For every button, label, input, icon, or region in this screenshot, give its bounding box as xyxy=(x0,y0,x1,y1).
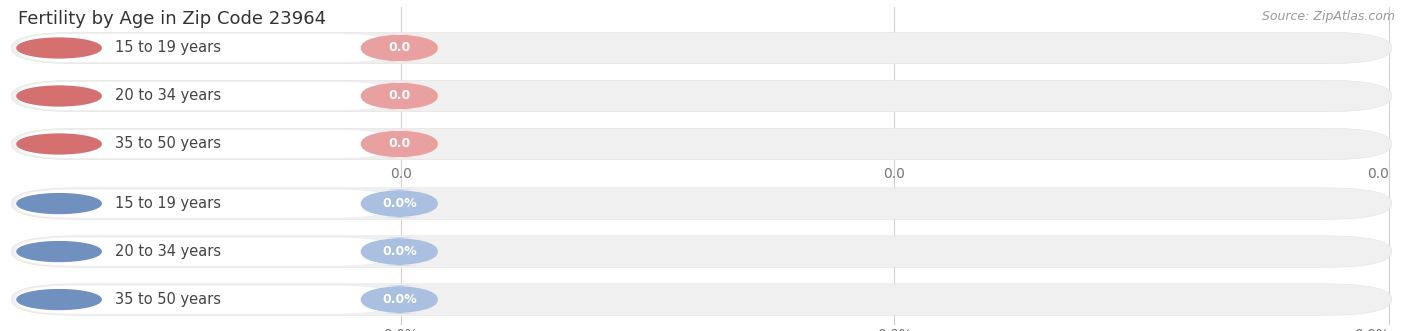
Circle shape xyxy=(17,86,101,106)
Text: 0.0: 0.0 xyxy=(389,167,412,181)
Text: Source: ZipAtlas.com: Source: ZipAtlas.com xyxy=(1261,10,1395,23)
Text: 0.0%: 0.0% xyxy=(1354,328,1389,331)
Text: 0.0%: 0.0% xyxy=(382,293,416,306)
FancyBboxPatch shape xyxy=(360,34,437,62)
Text: 0.0: 0.0 xyxy=(388,89,411,103)
Text: 20 to 34 years: 20 to 34 years xyxy=(115,88,221,104)
FancyBboxPatch shape xyxy=(360,130,437,158)
Circle shape xyxy=(17,290,101,309)
FancyBboxPatch shape xyxy=(11,236,1392,267)
FancyBboxPatch shape xyxy=(11,284,1392,315)
FancyBboxPatch shape xyxy=(360,285,437,314)
Text: 0.0%: 0.0% xyxy=(382,197,416,210)
Circle shape xyxy=(17,194,101,213)
Text: 35 to 50 years: 35 to 50 years xyxy=(115,136,221,152)
FancyBboxPatch shape xyxy=(360,189,437,218)
FancyBboxPatch shape xyxy=(11,128,1392,160)
FancyBboxPatch shape xyxy=(15,82,395,110)
Text: 20 to 34 years: 20 to 34 years xyxy=(115,244,221,259)
FancyBboxPatch shape xyxy=(15,189,395,218)
FancyBboxPatch shape xyxy=(15,130,395,158)
Text: 0.0%: 0.0% xyxy=(384,328,418,331)
FancyBboxPatch shape xyxy=(360,238,437,265)
Text: 15 to 19 years: 15 to 19 years xyxy=(115,196,221,211)
Text: 0.0%: 0.0% xyxy=(382,245,416,258)
FancyBboxPatch shape xyxy=(15,238,395,265)
Text: 0.0: 0.0 xyxy=(883,167,905,181)
FancyBboxPatch shape xyxy=(15,34,395,62)
Circle shape xyxy=(17,38,101,58)
FancyBboxPatch shape xyxy=(11,188,1392,219)
Text: 15 to 19 years: 15 to 19 years xyxy=(115,40,221,56)
Circle shape xyxy=(17,242,101,261)
FancyBboxPatch shape xyxy=(11,32,1392,64)
Text: 0.0%: 0.0% xyxy=(877,328,911,331)
Text: 0.0: 0.0 xyxy=(388,137,411,151)
Text: 0.0: 0.0 xyxy=(388,41,411,55)
FancyBboxPatch shape xyxy=(15,285,395,314)
Text: 35 to 50 years: 35 to 50 years xyxy=(115,292,221,307)
FancyBboxPatch shape xyxy=(360,82,437,110)
Text: Fertility by Age in Zip Code 23964: Fertility by Age in Zip Code 23964 xyxy=(18,10,326,28)
Circle shape xyxy=(17,134,101,154)
Text: 0.0: 0.0 xyxy=(1367,167,1389,181)
FancyBboxPatch shape xyxy=(11,80,1392,112)
